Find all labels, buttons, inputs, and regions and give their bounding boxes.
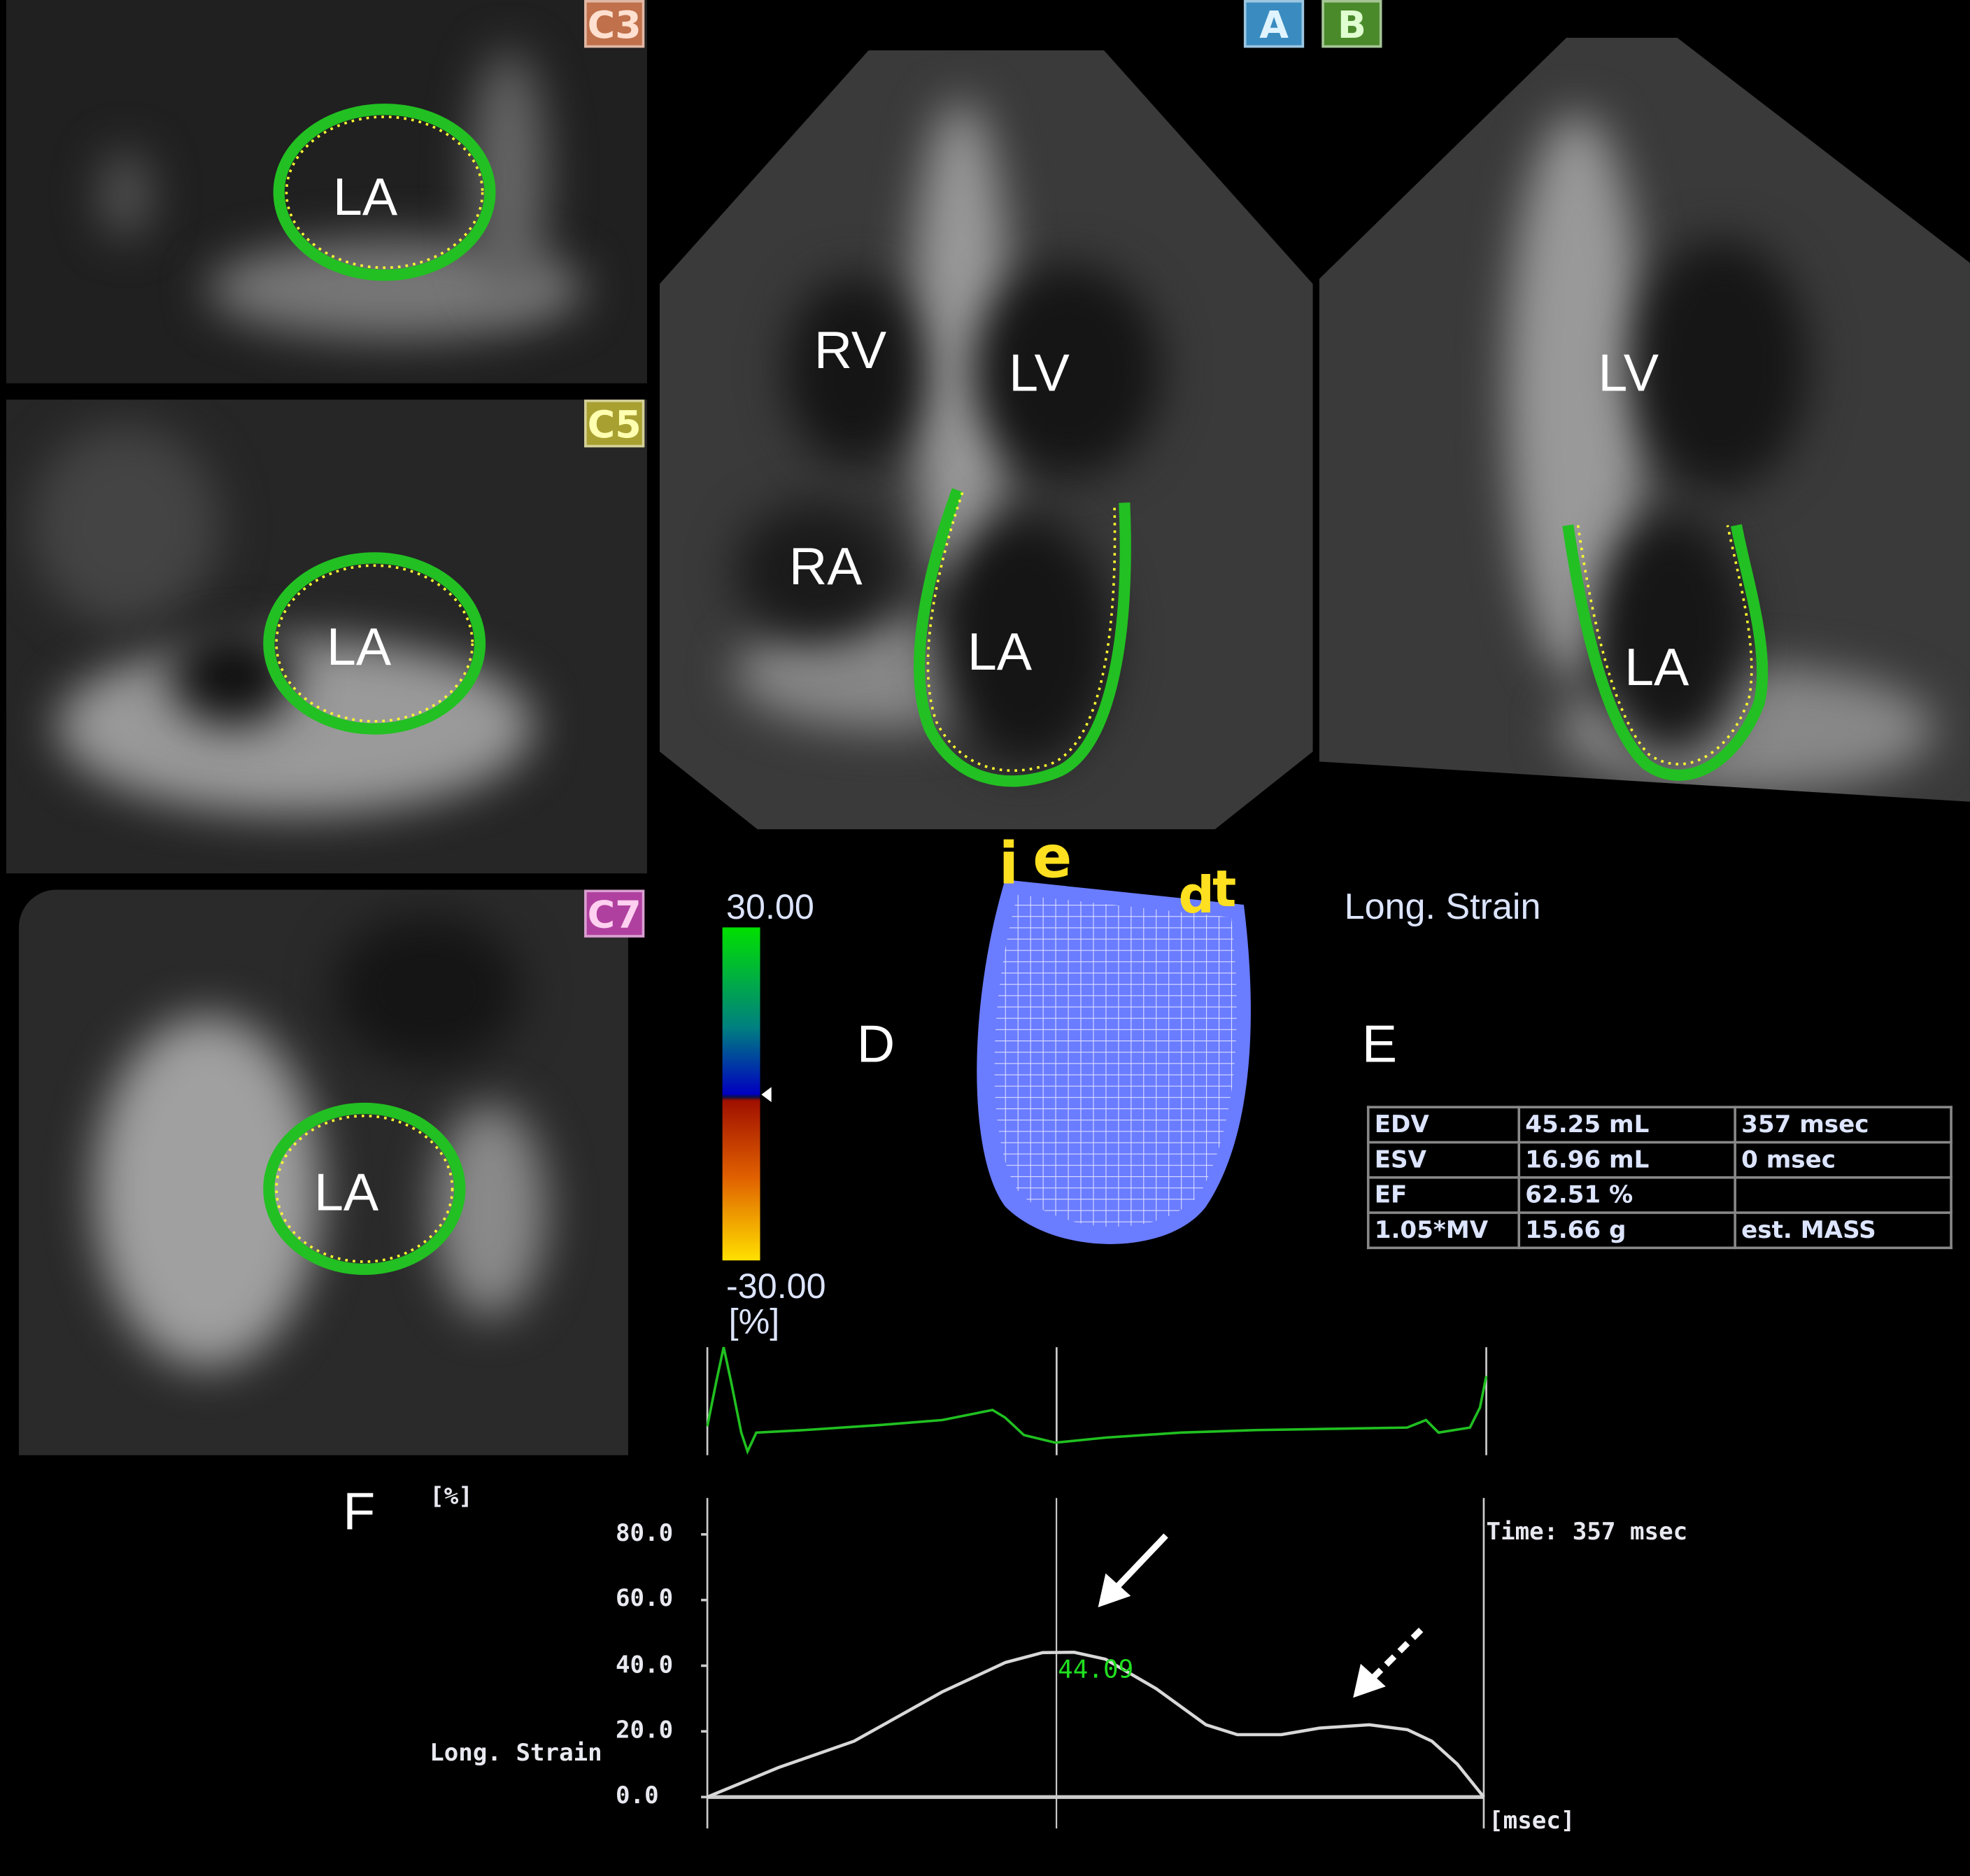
peak-value-label: 44.09 [1058,1653,1134,1684]
measurement-cell: ESV [1366,1141,1521,1179]
mesh-marker-t: t [1212,861,1237,919]
c7-short-axis-view [18,889,628,1455]
measurement-cell: 16.96 mL [1517,1141,1736,1179]
lv-label-a: LV [1009,343,1070,402]
section-f-label: F [343,1481,376,1541]
measurement-cell: 1.05*MV [1366,1211,1521,1250]
y-unit-label: [%] [430,1483,473,1511]
c3-contour [273,104,496,281]
measurement-cell: 0 msec [1734,1141,1953,1179]
view-a-tag[interactable]: A [1243,0,1305,48]
colorbar-marker-icon [761,1087,772,1103]
la-label-b: LA [1624,637,1689,696]
measurement-cell: 15.66 g [1517,1211,1736,1250]
la-label-a: LA [967,621,1033,682]
mesh-marker-d: d [1178,867,1214,925]
plateau-arrow-icon [1368,1628,1424,1683]
c3-la-label: LA [332,167,398,227]
volume-measurements-table: EDV 45.25 mL 357 msec ESV 16.96 mL 0 msec EF 62… [1366,1106,1953,1250]
section-e-label: E [1361,1014,1398,1073]
c5-short-axis-view [6,400,647,874]
y-tick-label: 0.0 [615,1782,659,1810]
y-tick-label: 40.0 [615,1650,674,1679]
a-la-contour [914,488,1131,787]
strain-colorbar [722,927,760,1261]
c7-contour [263,1102,466,1275]
measurement-row: EDV 45.25 mL 357 msec [1366,1106,1953,1144]
y-tick-label: 80.0 [615,1519,674,1547]
plateau-arrowhead-icon [1353,1663,1386,1698]
x-unit-label: [msec] [1489,1807,1575,1835]
measurement-cell: 357 msec [1734,1106,1953,1144]
b-la-contour [1562,524,1769,781]
peak-arrow-icon [1113,1533,1168,1591]
measurement-cell [1734,1176,1953,1214]
measurement-cell: 45.25 mL [1517,1106,1736,1144]
strain-curve [707,1651,1485,1799]
measurement-cell: est. MASS [1734,1211,1953,1250]
y-tick-label: 60.0 [615,1585,674,1613]
c3-tag: C3 [584,0,645,48]
model-title: Long. Strain [1344,887,1541,928]
c5-la-label: LA [326,616,392,677]
c5-contour [263,552,486,735]
cursor-time-label: Time: 357 msec [1486,1518,1688,1546]
four-chamber-view-a [659,50,1313,830]
colorbar-unit: [%] [728,1302,780,1341]
lv-label-b: LV [1598,343,1659,402]
rv-label: RV [814,320,887,380]
colorbar-max: 30.00 [726,887,814,926]
view-b-tag[interactable]: B [1321,0,1382,48]
c5-tag: C5 [584,400,645,448]
y-axis-label: Long. Strain [430,1739,602,1768]
measurement-cell: EF [1366,1176,1521,1214]
ra-label: RA [788,536,863,596]
measurement-row: 1.05*MV 15.66 g est. MASS [1366,1211,1953,1250]
c7-la-label: LA [313,1162,379,1222]
peak-arrowhead-icon [1098,1573,1131,1607]
measurement-row: EF 62.51 % [1366,1176,1953,1214]
mesh-marker-i: i [998,829,1019,898]
measurement-row: ESV 16.96 mL 0 msec [1366,1141,1953,1179]
c3-short-axis-view [6,0,647,383]
c7-tag: C7 [584,889,645,938]
section-d-label: D [856,1014,895,1073]
mesh-marker-e: e [1033,823,1072,891]
colorbar-min: -30.00 [726,1267,826,1306]
measurement-cell: EDV [1366,1106,1521,1144]
measurement-cell: 62.51 % [1517,1176,1736,1214]
y-tick-label: 20.0 [615,1716,674,1744]
